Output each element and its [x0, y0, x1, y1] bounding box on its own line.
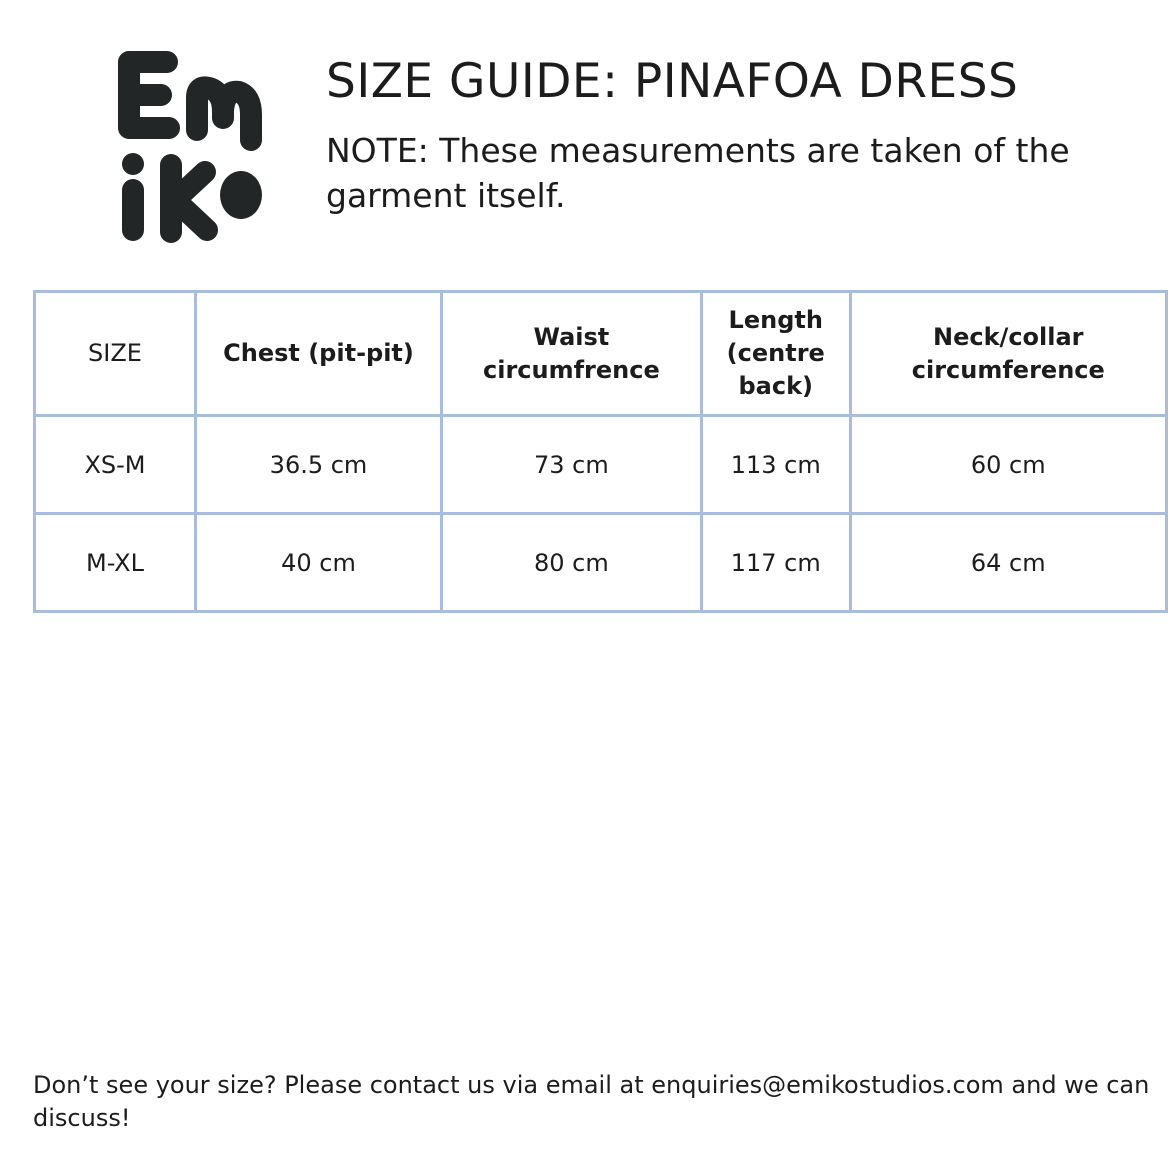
- footer-contact-text: Don’t see your size? Please contact us v…: [33, 1071, 1150, 1132]
- cell-neck: 64 cm: [848, 512, 1168, 613]
- header-waist: Waist circumfrence: [440, 290, 703, 417]
- cell-chest: 36.5 cm: [194, 414, 443, 515]
- cell-chest: 40 cm: [194, 512, 443, 613]
- cell-length: 113 cm: [699, 414, 852, 515]
- header-length: Length (centre back): [699, 290, 852, 417]
- table-row: XS-M 36.5 cm 73 cm 113 cm 60 cm: [33, 414, 1168, 515]
- size-table: SIZE Chest (pit-pit) Waist circumfrence …: [33, 290, 1168, 613]
- cell-length: 117 cm: [699, 512, 852, 613]
- cell-size: XS-M: [33, 414, 197, 515]
- table-header-row: SIZE Chest (pit-pit) Waist circumfrence …: [33, 290, 1168, 417]
- header-chest: Chest (pit-pit): [194, 290, 443, 417]
- emiko-logo: [118, 51, 262, 243]
- cell-waist: 80 cm: [440, 512, 703, 613]
- cell-size: M-XL: [33, 512, 197, 613]
- table-row: M-XL 40 cm 80 cm 117 cm 64 cm: [33, 512, 1168, 613]
- measurement-note: NOTE: These measurements are taken of th…: [326, 131, 1070, 215]
- header-size: SIZE: [33, 290, 197, 417]
- header-neck: Neck/collar circumference: [848, 290, 1168, 417]
- cell-waist: 73 cm: [440, 414, 703, 515]
- page-title: SIZE GUIDE: PINAFOA DRESS: [326, 54, 1019, 109]
- cell-neck: 60 cm: [848, 414, 1168, 515]
